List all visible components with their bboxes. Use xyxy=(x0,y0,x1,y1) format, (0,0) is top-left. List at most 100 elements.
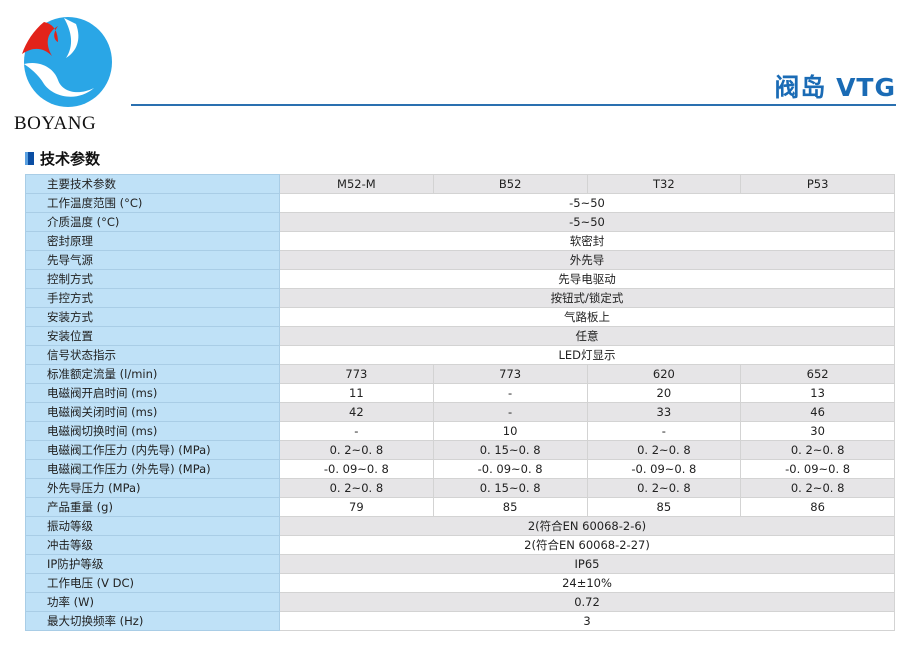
row-label: 电磁阀开启时间 (ms) xyxy=(25,383,280,403)
row-value: 85 xyxy=(432,497,588,517)
table-row: 安装位置 任意 xyxy=(25,326,895,346)
row-value: 3 xyxy=(279,611,895,631)
row-value: 10 xyxy=(432,421,588,441)
row-value: 任意 xyxy=(279,326,895,346)
table-row: 工作温度范围 (°C) -5~50 xyxy=(25,193,895,213)
table-row: 密封原理 软密封 xyxy=(25,231,895,251)
header-label: 主要技术参数 xyxy=(25,174,280,194)
row-value: 气路板上 xyxy=(279,307,895,327)
table-row: 工作电压 (V DC) 24±10% xyxy=(25,573,895,593)
table-row: 功率 (W) 0.72 xyxy=(25,592,895,612)
table-row: 电磁阀开启时间 (ms) 11-20 13 xyxy=(25,383,895,403)
row-value: 86 xyxy=(740,497,895,517)
row-label: 安装方式 xyxy=(25,307,280,327)
row-label: 最大切换频率 (Hz) xyxy=(25,611,280,631)
row-label: 手控方式 xyxy=(25,288,280,308)
row-label: 电磁阀切换时间 (ms) xyxy=(25,421,280,441)
row-value: 33 xyxy=(586,402,742,422)
row-value: 0. 2~0. 8 xyxy=(740,440,895,460)
model-header: B52 xyxy=(432,174,588,194)
model-header: T32 xyxy=(586,174,742,194)
row-value: - xyxy=(586,421,742,441)
row-label: 工作电压 (V DC) xyxy=(25,573,280,593)
table-row: 电磁阀关闭时间 (ms) 42-33 46 xyxy=(25,402,895,422)
spec-table: 主要技术参数 M52-M B52 T32 P53 工作温度范围 (°C) -5~5… xyxy=(25,174,895,631)
table-row: 信号状态指示 LED灯显示 xyxy=(25,345,895,365)
table-row: 手控方式 按钮式/锁定式 xyxy=(25,288,895,308)
row-value: 46 xyxy=(740,402,895,422)
table-row: 标准额定流量 (l/min) 773 773 620 652 xyxy=(25,364,895,384)
header-divider xyxy=(131,104,896,106)
row-value: - xyxy=(279,421,434,441)
row-value: -0. 09~0. 8 xyxy=(279,459,434,479)
row-label: 标准额定流量 (l/min) xyxy=(25,364,280,384)
row-value: 652 xyxy=(740,364,895,384)
table-row: 安装方式 气路板上 xyxy=(25,307,895,327)
row-label: 产品重量 (g) xyxy=(25,497,280,517)
row-value: -0. 09~0. 8 xyxy=(432,459,588,479)
row-value: 620 xyxy=(586,364,742,384)
row-label: 密封原理 xyxy=(25,231,280,251)
table-row: 最大切换频率 (Hz) 3 xyxy=(25,611,895,631)
row-value: -0. 09~0. 8 xyxy=(740,459,895,479)
table-row: IP防护等级 IP65 xyxy=(25,554,895,574)
row-value: 先导电驱动 xyxy=(279,269,895,289)
row-value: 773 xyxy=(279,364,434,384)
row-value: 773 xyxy=(432,364,588,384)
row-label: 电磁阀关闭时间 (ms) xyxy=(25,402,280,422)
table-row: 电磁阀工作压力 (内先导) (MPa) 0. 2~0. 8 0. 15~0. 8 0.… xyxy=(25,440,895,460)
row-value: 24±10% xyxy=(279,573,895,593)
row-value: 2(符合EN 60068-2-27) xyxy=(279,535,895,555)
section-heading: 技术参数 xyxy=(25,148,100,169)
row-value: 0. 2~0. 8 xyxy=(740,478,895,498)
row-value: 11 xyxy=(279,383,434,403)
model-header: P53 xyxy=(740,174,895,194)
row-label: 电磁阀工作压力 (外先导) (MPa) xyxy=(25,459,280,479)
row-label: 外先导压力 (MPa) xyxy=(25,478,280,498)
row-value: IP65 xyxy=(279,554,895,574)
row-label: 介质温度 (°C) xyxy=(25,212,280,232)
row-label: 振动等级 xyxy=(25,516,280,536)
row-value: - xyxy=(432,402,588,422)
page-title: 阀岛 VTG xyxy=(774,73,896,102)
table-row: 控制方式 先导电驱动 xyxy=(25,269,895,289)
row-value: LED灯显示 xyxy=(279,345,895,365)
boyang-logo xyxy=(22,17,112,107)
row-value: -5~50 xyxy=(279,212,895,232)
table-row: 先导气源 外先导 xyxy=(25,250,895,270)
row-value: -5~50 xyxy=(279,193,895,213)
row-label: 控制方式 xyxy=(25,269,280,289)
row-label: IP防护等级 xyxy=(25,554,280,574)
row-value: -0. 09~0. 8 xyxy=(586,459,742,479)
table-row: 产品重量 (g) 79 85 85 86 xyxy=(25,497,895,517)
row-value: 42 xyxy=(279,402,434,422)
row-label: 电磁阀工作压力 (内先导) (MPa) xyxy=(25,440,280,460)
row-value: 79 xyxy=(279,497,434,517)
row-value: 0. 2~0. 8 xyxy=(279,440,434,460)
row-label: 冲击等级 xyxy=(25,535,280,555)
row-value: 85 xyxy=(586,497,742,517)
row-label: 工作温度范围 (°C) xyxy=(25,193,280,213)
table-row: 电磁阀工作压力 (外先导) (MPa) -0. 09~0. 8 -0. 09~0. … xyxy=(25,459,895,479)
row-value: - xyxy=(432,383,588,403)
table-row: 振动等级 2(符合EN 60068-2-6) xyxy=(25,516,895,536)
row-value: 0. 2~0. 8 xyxy=(586,440,742,460)
row-value: 20 xyxy=(586,383,742,403)
row-value: 0. 15~0. 8 xyxy=(432,478,588,498)
section-marker-icon xyxy=(25,152,34,165)
row-value: 外先导 xyxy=(279,250,895,270)
row-label: 功率 (W) xyxy=(25,592,280,612)
row-label: 先导气源 xyxy=(25,250,280,270)
section-title: 技术参数 xyxy=(40,150,101,168)
brand-name: BOYANG xyxy=(14,113,97,134)
row-label: 安装位置 xyxy=(25,326,280,346)
row-value: 30 xyxy=(740,421,895,441)
row-value: 0. 2~0. 8 xyxy=(279,478,434,498)
model-header: M52-M xyxy=(279,174,434,194)
table-row: 电磁阀切换时间 (ms) -10-30 xyxy=(25,421,895,441)
table-row: 介质温度 (°C) -5~50 xyxy=(25,212,895,232)
row-value: 2(符合EN 60068-2-6) xyxy=(279,516,895,536)
row-label: 信号状态指示 xyxy=(25,345,280,365)
row-value: 0. 2~0. 8 xyxy=(586,478,742,498)
